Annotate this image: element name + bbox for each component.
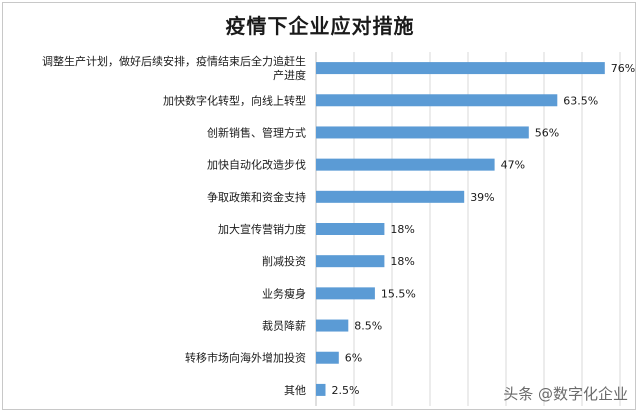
bar xyxy=(316,351,339,364)
category-label: 加大宣传营销力度 xyxy=(218,222,306,236)
category-label: 削减投资 xyxy=(262,254,306,268)
category-label: 争取政策和资金支持 xyxy=(207,190,306,204)
data-label: 76% xyxy=(611,62,635,75)
chart-title: 疫情下企业应对措施 xyxy=(225,14,415,38)
data-label: 39% xyxy=(470,191,494,204)
category-label-line: 加快数字化转型，向线上转型 xyxy=(163,93,306,107)
bar xyxy=(316,94,558,107)
category-label-line: 其他 xyxy=(284,384,306,397)
watermark: 头条 @数字化企业 xyxy=(503,385,628,403)
data-label: 8.5% xyxy=(354,320,382,333)
category-label: 业务瘦身 xyxy=(262,286,306,300)
bar xyxy=(316,383,326,396)
data-label: 15.5% xyxy=(381,287,416,300)
category-label: 创新销售、管理方式 xyxy=(207,125,306,139)
category-label: 其他 xyxy=(284,384,306,397)
category-label-line: 裁员降薪 xyxy=(262,319,306,333)
bar xyxy=(316,190,465,203)
category-label-line: 争取政策和资金支持 xyxy=(207,190,306,204)
category-label: 转移市场向海外增加投资 xyxy=(185,351,306,365)
category-label-line: 转移市场向海外增加投资 xyxy=(185,351,306,365)
bar xyxy=(316,223,385,235)
data-label: 56% xyxy=(535,126,559,139)
bar xyxy=(316,287,375,300)
chart-frame xyxy=(2,2,636,410)
category-label: 加快数字化转型，向线上转型 xyxy=(163,93,306,107)
bar xyxy=(316,126,529,139)
category-label-line: 加快自动化改造步伐 xyxy=(207,158,306,172)
category-label-line: 产进度 xyxy=(273,68,306,82)
category-label-line: 加大宣传营销力度 xyxy=(218,222,306,236)
bar xyxy=(316,62,605,75)
category-label-line: 创新销售、管理方式 xyxy=(207,125,306,139)
category-label: 加快自动化改造步伐 xyxy=(207,158,306,172)
category-label-line: 业务瘦身 xyxy=(262,286,306,300)
data-label: 18% xyxy=(390,255,414,268)
category-label-line: 削减投资 xyxy=(262,254,306,268)
category-label-line: 调整生产计划，做好后续安排，疫情结束后全力追赶生 xyxy=(42,54,306,68)
bar xyxy=(316,319,349,332)
data-label: 47% xyxy=(501,159,525,172)
bar xyxy=(316,255,385,268)
data-label: 63.5% xyxy=(563,94,598,107)
category-label: 调整生产计划，做好后续安排，疫情结束后全力追赶生产进度 xyxy=(42,54,306,82)
bar xyxy=(316,158,495,171)
category-label: 裁员降薪 xyxy=(262,319,306,333)
data-label: 6% xyxy=(345,352,362,365)
data-label: 2.5% xyxy=(332,384,360,397)
data-label: 18% xyxy=(390,223,414,236)
